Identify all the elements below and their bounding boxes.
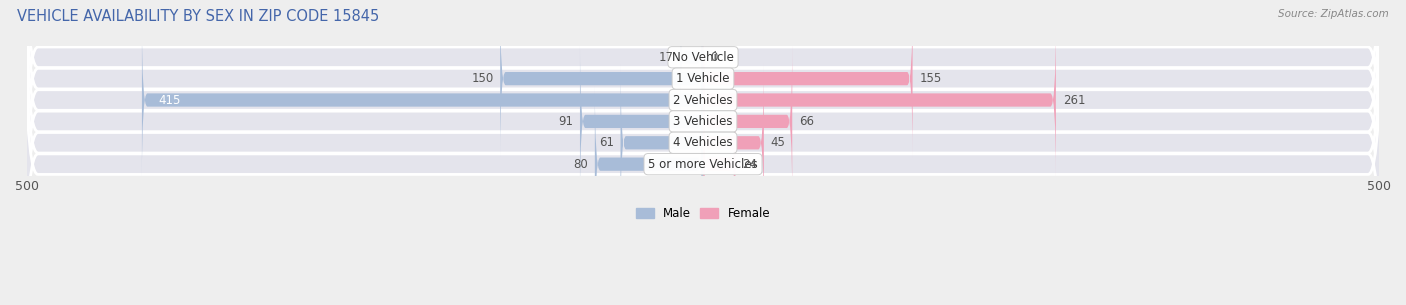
Text: 155: 155 (920, 72, 942, 85)
Legend: Male, Female: Male, Female (631, 202, 775, 225)
FancyBboxPatch shape (142, 21, 703, 179)
FancyBboxPatch shape (24, 0, 1382, 303)
FancyBboxPatch shape (620, 64, 703, 222)
FancyBboxPatch shape (501, 0, 703, 157)
Text: 415: 415 (157, 94, 180, 106)
FancyBboxPatch shape (703, 42, 792, 200)
FancyBboxPatch shape (703, 21, 1056, 179)
Text: VEHICLE AVAILABILITY BY SEX IN ZIP CODE 15845: VEHICLE AVAILABILITY BY SEX IN ZIP CODE … (17, 9, 380, 24)
FancyBboxPatch shape (24, 0, 1382, 305)
FancyBboxPatch shape (579, 42, 703, 200)
FancyBboxPatch shape (681, 0, 703, 136)
Text: 45: 45 (770, 136, 786, 149)
Text: 0: 0 (710, 51, 717, 64)
Text: 261: 261 (1063, 94, 1085, 106)
FancyBboxPatch shape (24, 0, 1382, 261)
Text: 91: 91 (558, 115, 574, 128)
Text: 150: 150 (471, 72, 494, 85)
Text: 80: 80 (574, 158, 588, 171)
FancyBboxPatch shape (703, 85, 735, 243)
Text: Source: ZipAtlas.com: Source: ZipAtlas.com (1278, 9, 1389, 19)
Text: 1 Vehicle: 1 Vehicle (676, 72, 730, 85)
FancyBboxPatch shape (24, 0, 1382, 282)
FancyBboxPatch shape (703, 0, 912, 157)
Text: 2 Vehicles: 2 Vehicles (673, 94, 733, 106)
Text: 17: 17 (658, 51, 673, 64)
Text: 4 Vehicles: 4 Vehicles (673, 136, 733, 149)
Text: 3 Vehicles: 3 Vehicles (673, 115, 733, 128)
FancyBboxPatch shape (24, 0, 1382, 305)
FancyBboxPatch shape (595, 85, 703, 243)
Text: 5 or more Vehicles: 5 or more Vehicles (648, 158, 758, 171)
FancyBboxPatch shape (24, 0, 1382, 305)
Text: No Vehicle: No Vehicle (672, 51, 734, 64)
Text: 24: 24 (742, 158, 758, 171)
Text: 66: 66 (799, 115, 814, 128)
Text: 61: 61 (599, 136, 614, 149)
FancyBboxPatch shape (703, 64, 763, 222)
